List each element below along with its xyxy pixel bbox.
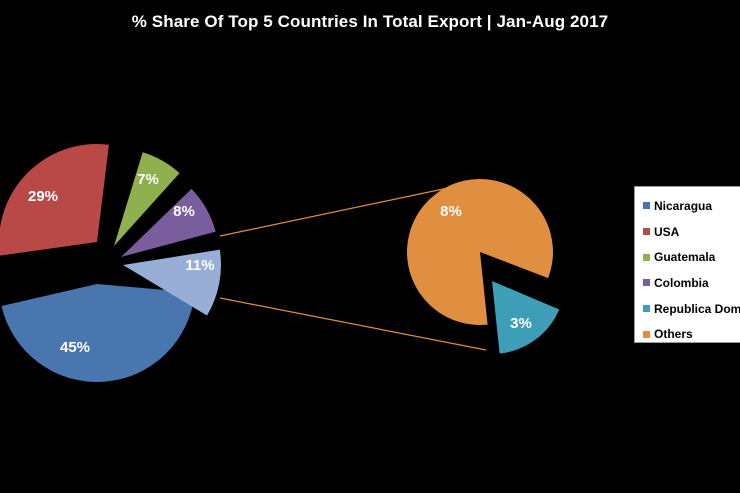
legend-swatch	[643, 228, 650, 236]
legend-swatch	[643, 253, 650, 261]
legend-swatch	[643, 279, 650, 287]
main-pie: 45% 29% 7% 8% 11%	[0, 144, 221, 383]
chart-legend: Nicaragua USA Guatemala Colombia Republica D…	[634, 186, 740, 343]
main-slice-label-colombia: 8%	[173, 203, 195, 220]
connector-line-bottom	[219, 297, 487, 351]
legend-item-nicaragua: Nicaragua	[643, 193, 740, 219]
legend-label: Nicaragua	[654, 198, 713, 213]
main-slice-label-usa: 29%	[28, 188, 58, 205]
legend-label: Others	[654, 327, 693, 342]
main-slice-others	[123, 249, 221, 316]
main-slice-guatemala	[114, 152, 180, 246]
legend-label: Colombia	[654, 275, 709, 290]
secondary-slice-others	[406, 179, 553, 326]
legend-label: Republica Dominicana	[654, 301, 740, 316]
legend-item-republica-dominicana: Republica Dominicana	[643, 296, 740, 322]
main-slice-label-guatemala: 7%	[137, 171, 159, 188]
legend-swatch	[643, 202, 650, 210]
main-slice-label-nicaragua: 45%	[60, 339, 90, 356]
secondary-slice-label-others: 8%	[440, 203, 462, 220]
legend-item-others: Others	[643, 321, 740, 347]
legend-item-guatemala: Guatemala	[643, 244, 740, 270]
secondary-slice-republica-dominicana	[492, 281, 560, 354]
legend-swatch	[643, 305, 650, 313]
main-slice-colombia	[121, 188, 216, 257]
legend-label: Guatemala	[654, 250, 716, 265]
legend-swatch	[643, 330, 650, 338]
chart-title: % Share Of Top 5 Countries In Total Expo…	[131, 12, 609, 31]
main-slice-label-others: 11%	[185, 257, 214, 274]
main-slice-usa	[0, 144, 109, 256]
connector-lines	[219, 179, 487, 351]
main-slice-nicaragua	[1, 284, 195, 383]
secondary-pie: 8% 3%	[406, 179, 560, 354]
secondary-slice-label-republica-dominicana: 3%	[510, 315, 532, 332]
legend-label: USA	[654, 224, 680, 239]
legend-item-usa: USA	[643, 219, 740, 245]
connector-line-top	[219, 179, 487, 237]
legend-item-colombia: Colombia	[643, 270, 740, 296]
